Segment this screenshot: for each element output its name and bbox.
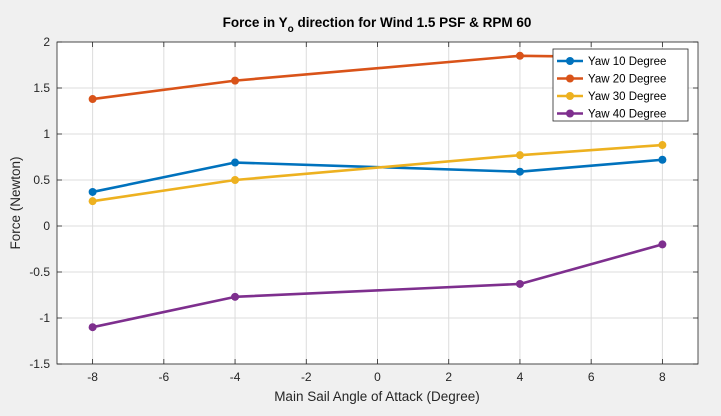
data-point [88,197,97,206]
y-axis-label: Force (Newton) [8,156,23,249]
data-point [231,76,240,85]
data-point [515,279,524,288]
series-line [92,143,663,203]
y-tick-labels: -1.5 -1 -0.5 0 0.5 1 1.5 2 [29,35,50,371]
series-4 [88,240,667,332]
x-tick-label: 2 [445,370,452,384]
x-tick-label: -4 [230,370,241,384]
data-point [88,323,97,332]
data-point [515,151,524,160]
data-point [231,176,240,184]
data-point [231,292,240,301]
data-point [658,155,667,164]
x-tick-label: 0 [374,370,381,384]
data-point [658,240,667,249]
legend-swatch-marker [566,74,574,83]
legend-item: Yaw 10 Degree [557,56,666,68]
legend-swatch-marker [566,57,574,65]
tick-marks [57,41,698,365]
x-tick-label: 8 [659,370,666,384]
chart-title: Force in Yo direction for Wind 1.5 PSF &… [223,15,532,35]
legend-item: Yaw 20 Degree [557,74,666,86]
legend: Yaw 10 Degree Yaw 20 Degree Yaw 30 Degree Y… [552,48,689,122]
legend-swatch-marker [566,109,574,118]
legend-label: Yaw 20 Degree [588,74,666,86]
x-axis-label: Main Sail Angle of Attack (Degree) [274,389,480,404]
legend-label: Yaw 40 Degree [588,109,666,121]
series-line [92,243,663,329]
data-point [88,95,97,104]
data-point [658,141,667,150]
x-tick-label: 6 [588,370,595,384]
x-tick-label: -6 [158,370,169,384]
legend-swatch-marker [566,92,574,100]
data-point [515,167,524,176]
data-point [88,187,97,196]
x-tick-label: -8 [87,370,98,384]
data-point [515,51,524,60]
x-tick-label: 4 [517,370,524,384]
x-tick-labels: -8 -6 -4 -2 0 2 4 6 8 [87,370,666,384]
y-tick-label: 0 [43,219,50,233]
y-tick-label: 2 [43,35,50,49]
series-3 [88,141,667,206]
legend-item: Yaw 30 Degree [557,91,666,103]
x-tick-label: -2 [301,370,312,384]
legend-label: Yaw 10 Degree [588,56,666,68]
legend-item: Yaw 40 Degree [557,109,666,121]
y-tick-label: -1.5 [29,357,50,371]
y-tick-label: 0.5 [33,173,50,187]
y-tick-label: -0.5 [29,265,50,279]
data-point [231,158,240,167]
y-tick-label: -1 [39,311,50,325]
y-tick-label: 1 [43,127,50,141]
y-tick-label: 1.5 [33,81,50,95]
legend-label: Yaw 30 Degree [588,91,666,103]
